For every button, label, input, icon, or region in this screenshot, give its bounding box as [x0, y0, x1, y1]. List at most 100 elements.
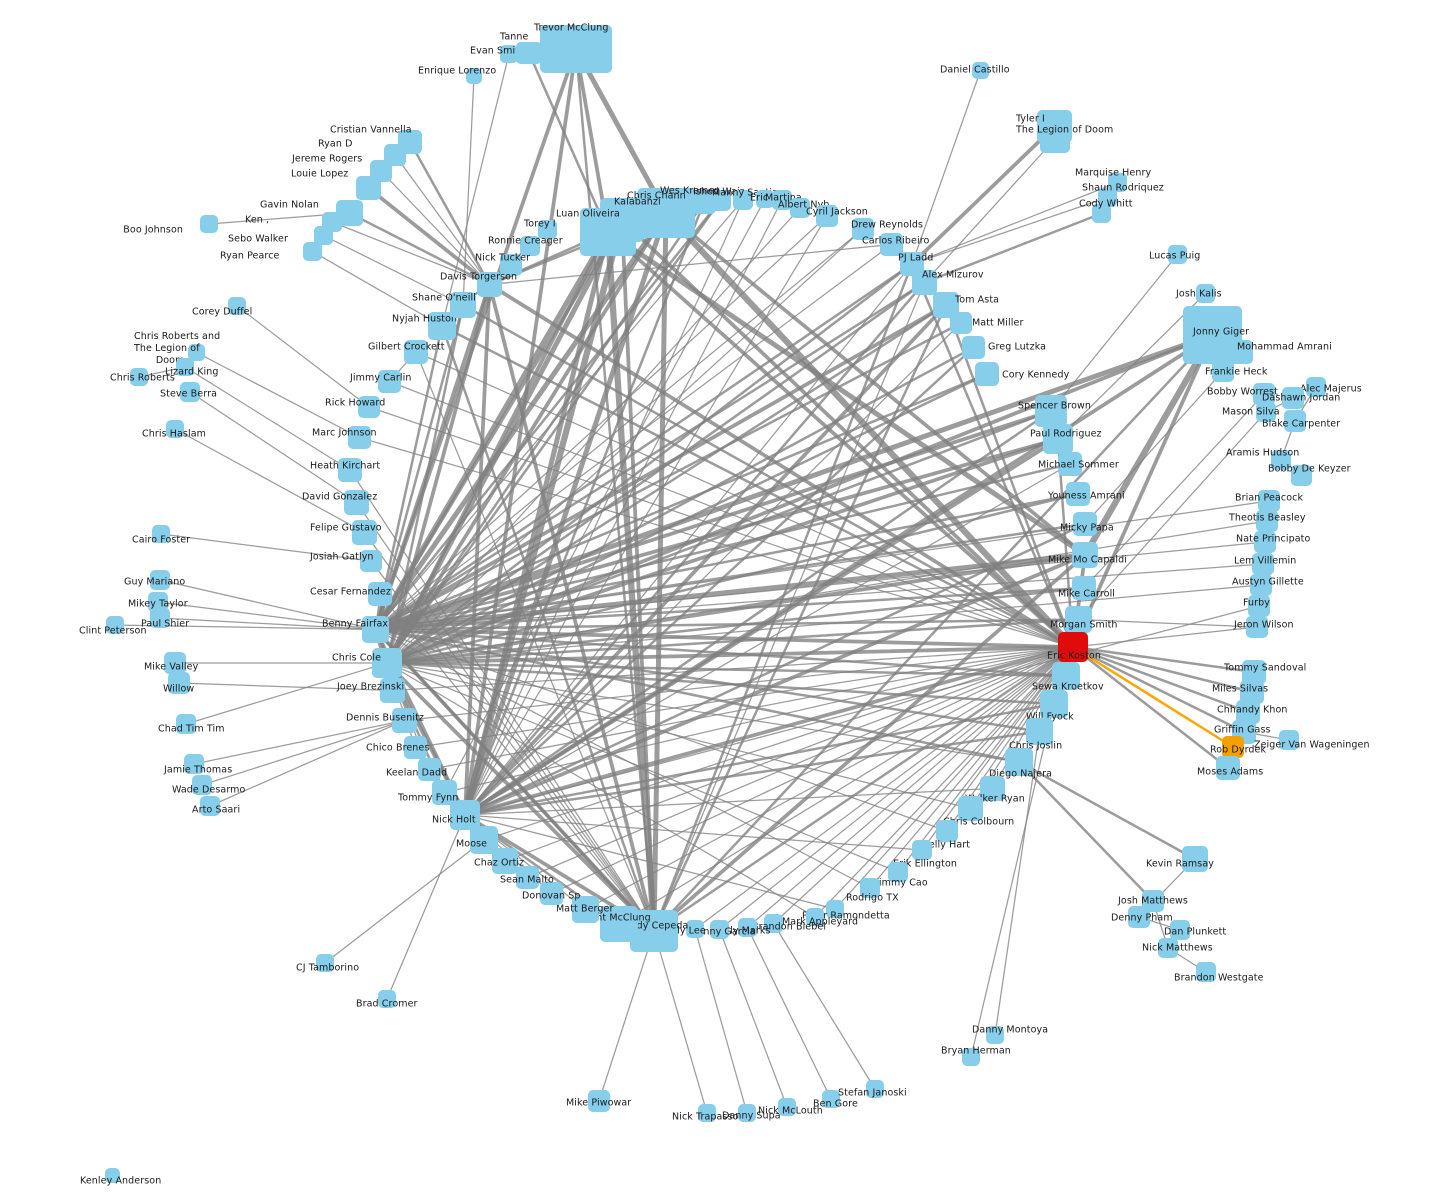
graph-node[interactable] — [1128, 906, 1150, 928]
graph-node[interactable] — [392, 708, 417, 733]
graph-node[interactable] — [1216, 756, 1240, 780]
graph-node[interactable] — [500, 254, 522, 276]
graph-node[interactable] — [228, 297, 246, 315]
graph-node[interactable] — [1158, 938, 1178, 958]
graph-node[interactable] — [1073, 512, 1097, 536]
graph-node[interactable] — [192, 775, 212, 795]
graph-node[interactable] — [888, 862, 908, 882]
graph-node[interactable] — [1040, 690, 1068, 718]
graph-node[interactable] — [630, 910, 678, 952]
graph-node[interactable] — [520, 236, 540, 256]
graph-node[interactable] — [1256, 510, 1278, 532]
graph-node[interactable] — [686, 920, 704, 938]
graph-node[interactable] — [764, 914, 783, 933]
graph-node[interactable] — [200, 796, 220, 816]
graph-node[interactable] — [962, 336, 985, 359]
graph-node[interactable] — [880, 233, 903, 256]
graph-node[interactable] — [540, 882, 563, 905]
graph-node[interactable] — [1248, 595, 1270, 617]
graph-node[interactable] — [432, 780, 457, 805]
graph-node[interactable] — [1212, 360, 1234, 382]
graph-node[interactable] — [378, 370, 401, 393]
graph-node[interactable] — [580, 208, 636, 256]
graph-node[interactable] — [1040, 125, 1070, 153]
graph-node[interactable] — [418, 758, 441, 781]
graph-node[interactable] — [352, 520, 377, 545]
graph-node[interactable] — [150, 608, 170, 628]
graph-node[interactable] — [950, 312, 972, 334]
graph-node[interactable] — [972, 62, 989, 79]
graph-node[interactable] — [1065, 606, 1092, 633]
graph-node[interactable] — [710, 920, 729, 939]
graph-node[interactable] — [738, 1104, 756, 1122]
graph-node[interactable] — [316, 954, 334, 972]
graph-node[interactable] — [1284, 410, 1306, 432]
graph-node[interactable] — [1026, 718, 1053, 745]
graph-node[interactable] — [912, 270, 937, 295]
graph-node[interactable] — [450, 292, 476, 318]
graph-node[interactable] — [822, 1090, 840, 1108]
graph-node[interactable] — [772, 190, 792, 210]
graph-node[interactable] — [637, 188, 695, 238]
graph-node[interactable] — [1072, 576, 1096, 600]
graph-node[interactable] — [404, 340, 428, 364]
graph-node[interactable] — [148, 592, 168, 612]
graph-node[interactable] — [1253, 383, 1275, 405]
graph-node[interactable] — [1279, 730, 1299, 750]
graph-node[interactable] — [962, 1048, 980, 1066]
graph-node[interactable] — [1005, 748, 1033, 776]
graph-node[interactable] — [1052, 662, 1080, 690]
graph-node[interactable] — [106, 616, 124, 634]
graph-node[interactable] — [816, 205, 838, 227]
graph-node[interactable] — [152, 525, 170, 543]
graph-node[interactable] — [1246, 616, 1268, 638]
graph-node[interactable] — [756, 190, 774, 208]
graph-node[interactable] — [477, 272, 502, 297]
graph-node[interactable] — [806, 908, 824, 926]
graph-node[interactable] — [500, 45, 518, 63]
graph-node[interactable] — [1196, 962, 1216, 982]
graph-node[interactable] — [188, 344, 205, 361]
graph-node[interactable] — [866, 1080, 884, 1098]
graph-node[interactable] — [466, 68, 482, 84]
graph-node[interactable] — [1252, 553, 1274, 575]
graph-node[interactable] — [338, 458, 362, 482]
graph-node[interactable] — [168, 672, 190, 694]
graph-node[interactable] — [176, 358, 194, 376]
graph-node[interactable] — [1282, 387, 1304, 409]
graph-node[interactable] — [1066, 482, 1090, 506]
graph-node[interactable] — [314, 226, 333, 245]
graph-node[interactable] — [1168, 245, 1187, 264]
graph-node[interactable] — [164, 652, 186, 674]
graph-node[interactable] — [778, 1098, 796, 1116]
graph-node[interactable] — [516, 42, 542, 64]
graph-node[interactable] — [980, 776, 1005, 801]
graph-node[interactable] — [380, 678, 405, 703]
graph-node[interactable] — [540, 25, 612, 73]
graph-node[interactable] — [1222, 736, 1244, 758]
graph-node[interactable] — [538, 220, 557, 239]
graph-node[interactable] — [1098, 188, 1117, 207]
graph-node[interactable] — [860, 878, 880, 898]
graph-node[interactable] — [372, 648, 402, 678]
graph-node[interactable] — [1196, 284, 1215, 303]
graph-node[interactable] — [936, 820, 958, 842]
graph-node[interactable] — [516, 866, 539, 889]
graph-node[interactable] — [600, 906, 638, 942]
graph-node[interactable] — [1182, 846, 1208, 872]
graph-node[interactable] — [1170, 920, 1190, 940]
graph-node[interactable] — [1258, 490, 1280, 512]
graph-node[interactable] — [1306, 377, 1326, 397]
graph-node[interactable] — [130, 368, 148, 386]
graph-node[interactable] — [1058, 452, 1082, 476]
graph-node[interactable] — [826, 900, 844, 918]
graph-node[interactable] — [105, 1168, 120, 1183]
graph-node[interactable] — [1072, 542, 1098, 568]
graph-node[interactable] — [1291, 465, 1312, 486]
graph-node[interactable] — [986, 1026, 1004, 1044]
graph-node[interactable] — [1254, 531, 1276, 553]
graph-node[interactable] — [176, 714, 196, 734]
graph-node[interactable] — [404, 736, 427, 759]
graph-node[interactable] — [360, 550, 382, 572]
